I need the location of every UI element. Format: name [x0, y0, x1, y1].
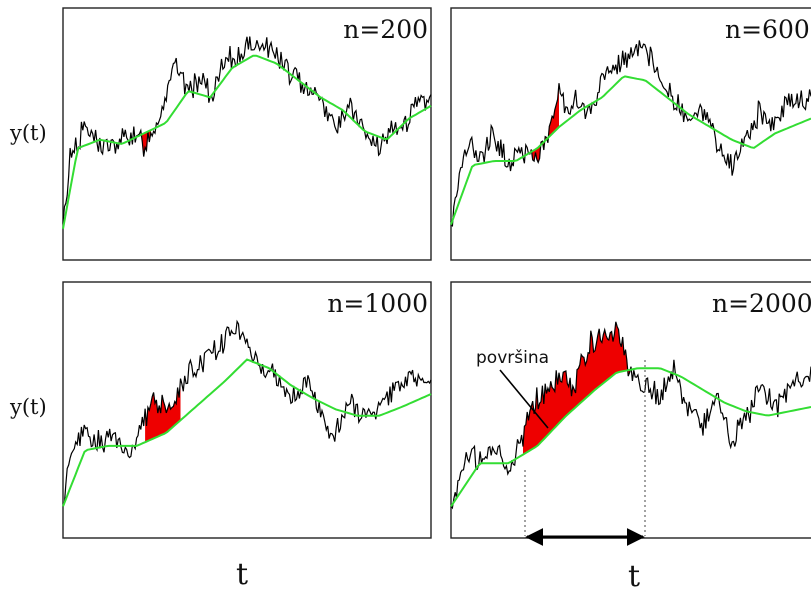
signal-series [450, 40, 811, 227]
annotation-pointer [499, 369, 549, 429]
panel-frame-n2000 [450, 281, 811, 539]
panel-frame-n600 [450, 7, 811, 261]
trend-series [62, 54, 432, 229]
shaded-area [523, 321, 631, 455]
panel-n1000 [62, 319, 432, 507]
trend-series [450, 367, 811, 507]
signal-series [62, 319, 432, 506]
y-axis-label-bottom: y(t) [9, 395, 47, 419]
panel-frame-n200 [62, 7, 432, 261]
trend-series [450, 75, 811, 225]
trend-series [62, 358, 432, 507]
shaded-area [531, 83, 559, 163]
panel-label-n600: n=600 [725, 15, 810, 44]
signal-series [450, 321, 811, 510]
panel-label-n200: n=200 [343, 15, 428, 44]
x-axis-label-left: t [236, 557, 248, 590]
panel-label-n2000: n=2000 [712, 289, 811, 318]
annotation-povrsina: površina [476, 348, 549, 368]
panel-frame-n1000 [62, 281, 432, 539]
shaded-area [145, 378, 181, 443]
signal-series [62, 36, 432, 224]
panel-n2000 [450, 321, 811, 510]
panel-n600 [450, 40, 811, 227]
panel-label-n1000: n=1000 [327, 289, 428, 318]
x-axis-label-right: t [628, 559, 640, 590]
y-axis-label-top: y(t) [9, 121, 47, 145]
panel-n200 [62, 36, 432, 229]
